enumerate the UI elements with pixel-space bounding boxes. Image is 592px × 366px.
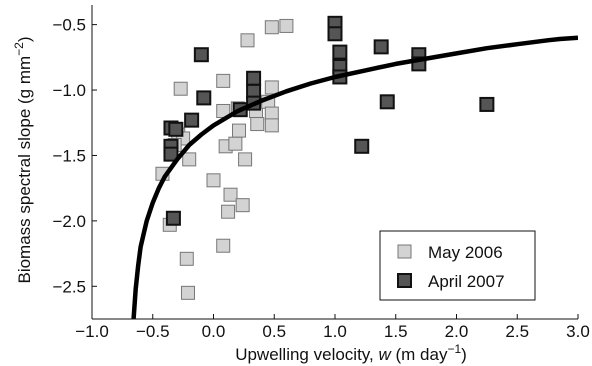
y-axis-title: Biomass spectral slope (g mm−2) (12, 36, 34, 283)
data-point-april-2007 (246, 70, 262, 86)
data-point-may-2006 (279, 18, 294, 33)
legend: May 2006 April 2007 (379, 230, 536, 301)
data-point-april-2007 (184, 112, 200, 128)
data-point-april-2007 (373, 39, 389, 55)
x-axis-title: Upwelling velocity, w (m day−1) (235, 342, 467, 364)
data-point-may-2006 (216, 238, 231, 253)
data-point-april-2007 (165, 210, 181, 226)
data-point-may-2006 (240, 33, 255, 48)
legend-marker-april-2007 (397, 273, 412, 288)
x-tick-label: −1.0 (75, 322, 109, 341)
data-point-april-2007 (327, 26, 343, 42)
y-tick-label: −2.0 (52, 212, 86, 231)
y-tick-label: −0.5 (52, 16, 86, 35)
fit-curve (131, 35, 578, 319)
x-axis-title-units: (m day (391, 345, 448, 364)
data-point-may-2006 (264, 20, 279, 35)
x-tick-label: 0.0 (202, 322, 226, 341)
legend-marker-may-2006 (397, 244, 412, 259)
x-axis-title-units-exponent: −1 (447, 342, 461, 356)
data-point-april-2007 (196, 90, 212, 106)
data-point-may-2006 (238, 152, 253, 167)
data-point-april-2007 (168, 121, 184, 137)
data-point-may-2006 (206, 173, 221, 188)
data-point-may-2006 (173, 81, 188, 96)
x-ticks: −1.0 −0.5 0.0 0.5 1.0 1.5 2.0 2.5 3.0 (75, 314, 590, 341)
data-point-april-2007 (193, 47, 209, 63)
data-point-may-2006 (180, 285, 195, 300)
y-axis-title-exponent: −2 (12, 42, 26, 56)
x-axis-title-units-close: ) (461, 345, 467, 364)
data-point-may-2006 (216, 73, 231, 88)
x-tick-label: 1.0 (323, 322, 347, 341)
x-tick-label: 0.5 (262, 322, 286, 341)
data-point-may-2006 (228, 136, 243, 151)
data-point-april-2007 (379, 94, 395, 110)
y-tick-label: −2.5 (52, 277, 86, 296)
x-tick-label: −0.5 (136, 322, 170, 341)
data-point-may-2006 (232, 123, 247, 138)
data-point-may-2006 (264, 118, 279, 133)
y-tick-label: −1.5 (52, 146, 86, 165)
x-tick-label: 2.5 (505, 322, 529, 341)
legend-label-april-2007: April 2007 (428, 272, 505, 291)
data-point-may-2006 (250, 117, 265, 132)
data-point-may-2006 (223, 187, 238, 202)
y-axis-title-pre: Biomass spectral slope (g mm (15, 56, 34, 284)
legend-label-may-2006: May 2006 (428, 243, 503, 262)
y-tick-label: −1.0 (52, 81, 86, 100)
data-point-april-2007 (479, 96, 495, 112)
x-tick-label: 3.0 (566, 322, 590, 341)
data-point-april-2007 (332, 44, 348, 60)
y-ticks: −0.5 −1.0 −1.5 −2.0 −2.5 (52, 16, 97, 296)
data-point-may-2006 (182, 152, 197, 167)
plot-marks (131, 15, 578, 319)
y-axis-title-close: ) (15, 36, 34, 42)
x-tick-label: 2.0 (445, 322, 469, 341)
data-point-may-2006 (221, 204, 236, 219)
x-axis-title-pre: Upwelling velocity, (235, 345, 378, 364)
legend-box (379, 230, 536, 301)
data-point-may-2006 (235, 198, 250, 213)
data-point-may-2006 (264, 106, 279, 121)
data-point-april-2007 (354, 138, 370, 154)
data-point-april-2007 (163, 146, 179, 162)
x-axis-title-variable: w (378, 345, 392, 364)
data-point-may-2006 (179, 251, 194, 266)
data-point-may-2006 (264, 80, 279, 95)
x-tick-label: 1.5 (384, 322, 408, 341)
